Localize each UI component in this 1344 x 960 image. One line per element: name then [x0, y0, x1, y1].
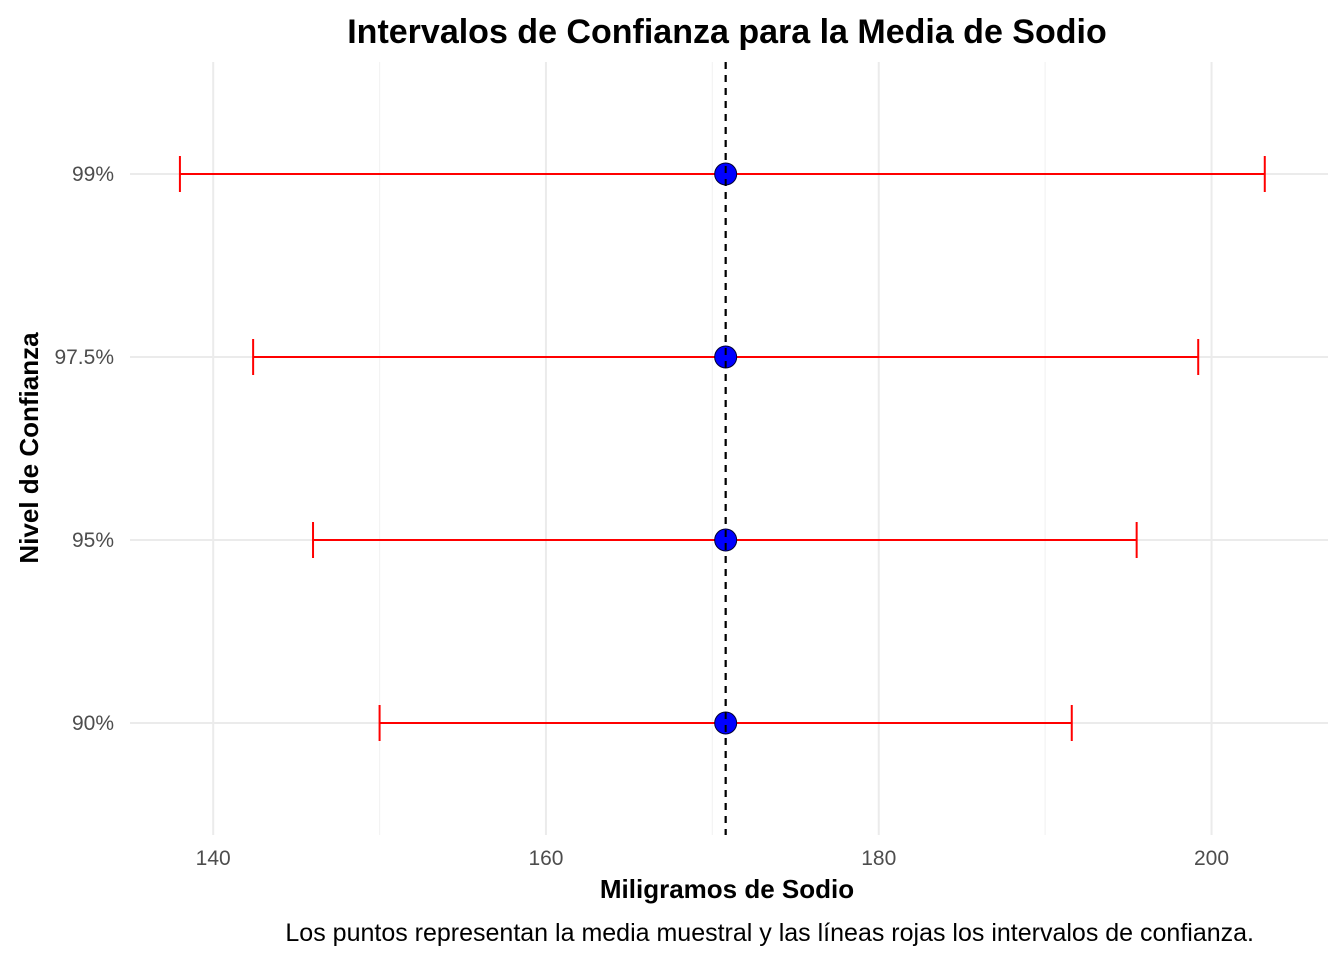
points	[714, 62, 738, 835]
chart-caption: Los puntos representan la media muestral…	[285, 919, 1254, 947]
intervals	[178, 156, 1266, 741]
chart-title: Intervalos de Confianza para la Media de…	[347, 13, 1107, 51]
x-tick-label: 180	[861, 847, 896, 870]
y-axis-title: Nivel de Confianza	[14, 332, 44, 564]
y-tick-labels: 90% 95% 97.5% 99%	[54, 163, 114, 735]
x-axis-title: Miligramos de Sodio	[600, 874, 854, 904]
x-tick-label: 140	[196, 847, 231, 870]
y-tick-label: 99%	[72, 163, 114, 186]
x-tick-labels: 140 160 180 200	[196, 847, 1229, 870]
x-tick-label: 160	[528, 847, 563, 870]
y-tick-label: 97.5%	[54, 346, 114, 369]
mean-point	[714, 528, 738, 552]
y-tick-label: 95%	[72, 529, 114, 552]
x-tick-label: 200	[1194, 847, 1229, 870]
y-tick-label: 90%	[72, 712, 114, 735]
